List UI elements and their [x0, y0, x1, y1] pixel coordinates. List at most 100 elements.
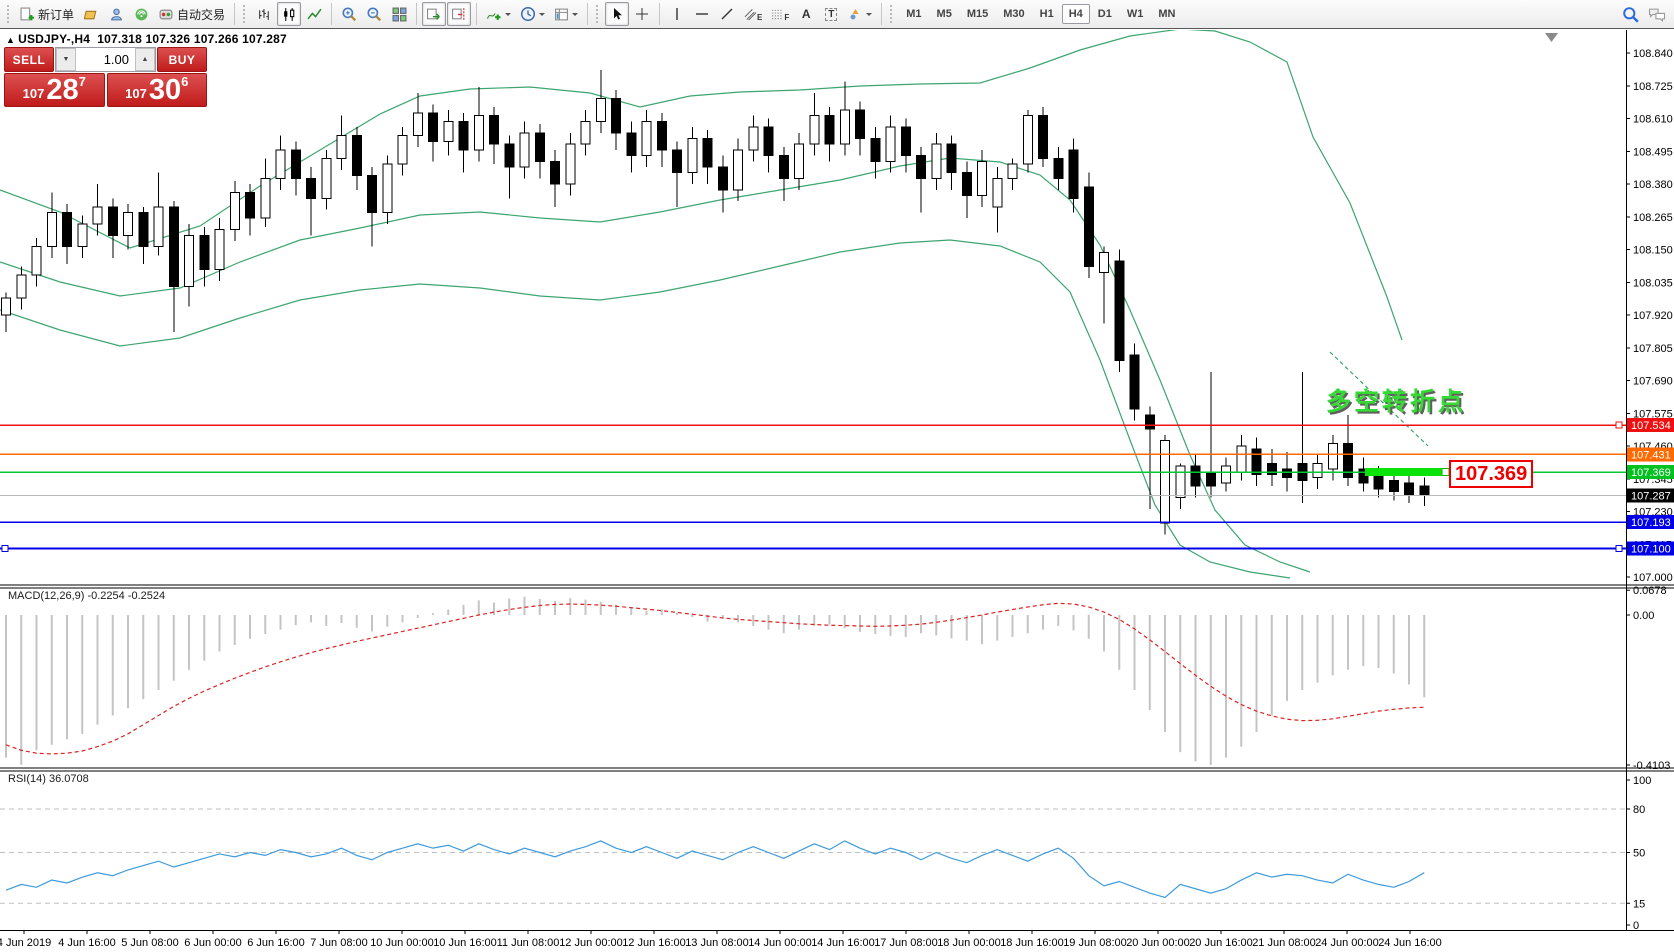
timeframe-H4[interactable]: H4 [1061, 4, 1090, 24]
candle-body [489, 115, 499, 145]
candle-body [336, 135, 347, 159]
vertical-line-button[interactable] [665, 2, 689, 26]
chart-shift-button[interactable] [447, 2, 472, 26]
candle-body [702, 137, 713, 168]
toolbar-grip[interactable] [243, 5, 248, 23]
timeframe-D1[interactable]: D1 [1097, 8, 1112, 20]
autotrading-button[interactable]: 自动交易 [154, 2, 229, 26]
time-axis-label: 14 Jun 00:00 [748, 937, 812, 949]
candle-body [748, 126, 759, 151]
toolbar-grip[interactable] [596, 5, 601, 23]
price-scale-label: 108.035 [1633, 277, 1673, 289]
chat-button[interactable] [1644, 2, 1670, 26]
toolbar-grip[interactable] [7, 5, 12, 23]
auto-scroll-button[interactable] [422, 2, 447, 26]
toolbar-separator [881, 3, 883, 25]
toolbar-separator [234, 3, 236, 25]
time-axis-label: 18 Jun 00:00 [937, 937, 1001, 949]
bar-chart-button[interactable] [252, 2, 276, 26]
price-scale-label: 107.000 [1633, 572, 1673, 584]
candle-body [687, 137, 698, 174]
line-chart-button[interactable] [302, 2, 326, 26]
timeframe-H1[interactable]: H1 [1039, 8, 1054, 20]
candle-body [656, 120, 667, 151]
candle-body [382, 163, 393, 214]
indicators-button[interactable] [482, 2, 515, 26]
sell-price-pip: 7 [78, 74, 86, 89]
time-axis-label: 4 Jun 2019 [0, 937, 51, 949]
profiles-button[interactable] [104, 2, 128, 26]
volume-up-button[interactable]: ▲ [135, 48, 155, 71]
candle-body [794, 143, 804, 179]
text-label-button[interactable]: T [819, 2, 843, 26]
collapse-icon[interactable]: ▲ [6, 35, 16, 45]
zoom-in-button[interactable] [337, 2, 361, 26]
timeframe-M5[interactable]: M5 [936, 8, 952, 20]
time-axis-label: 11 Jun 08:00 [497, 937, 560, 949]
sell-button[interactable]: SELL [4, 47, 54, 72]
timeframe-W1[interactable]: W1 [1126, 8, 1144, 20]
price-scale-label: 107.690 [1633, 376, 1673, 388]
horizontal-line-button[interactable] [690, 2, 714, 26]
timeframe-M15[interactable]: M15 [966, 8, 989, 20]
timeframe-M30[interactable]: M30 [1003, 8, 1025, 20]
volume-input[interactable]: 1.00 [103, 52, 129, 67]
fib-channel-button[interactable]: E [740, 2, 766, 26]
periods-button[interactable] [516, 2, 549, 26]
vertical-line-icon [670, 7, 684, 21]
candle-body [839, 109, 850, 145]
fibonacci-button[interactable]: F [767, 2, 793, 26]
price-tag [1627, 541, 1674, 556]
price-tag [1627, 465, 1674, 480]
candle-body [1175, 465, 1186, 498]
rsi-scale-label: 80 [1633, 804, 1645, 816]
shapes-button[interactable] [844, 2, 876, 26]
candle-chart-button[interactable] [277, 2, 302, 26]
candle-body [275, 149, 286, 179]
chat-icon [1648, 7, 1666, 22]
rsi-scale-label: 100 [1633, 775, 1651, 787]
candle-body [1114, 260, 1125, 362]
timeframe-MN[interactable]: MN [1158, 8, 1176, 20]
sell-price-button[interactable]: 107 28 7 [4, 73, 105, 107]
volume-down-button[interactable]: ▼ [56, 48, 76, 71]
buy-price-button[interactable]: 107 30 6 [106, 73, 207, 107]
toolbar: 新订单 自动交易 E F A T [0, 0, 1674, 29]
line-chart-icon [307, 7, 322, 22]
cursor-button[interactable] [605, 2, 630, 26]
candle-body [626, 132, 637, 157]
candle-body [1221, 465, 1231, 484]
candle-body [1053, 157, 1064, 179]
price-callout-label: 107.369 [1449, 460, 1534, 488]
candle-body [580, 120, 591, 145]
candle-body [763, 126, 774, 157]
candle-body [92, 206, 103, 225]
buy-button[interactable]: BUY [157, 47, 207, 72]
time-axis-label: 18 Jun 16:00 [1000, 937, 1064, 949]
candle-body [306, 177, 316, 199]
price-scale-label: 108.265 [1633, 212, 1673, 224]
price-tag [1627, 418, 1674, 433]
dropdown-caret [539, 13, 546, 19]
templates-button[interactable] [550, 2, 582, 26]
dropdown-caret [505, 13, 512, 19]
toolbar-grip[interactable] [890, 5, 895, 23]
signals-button[interactable] [129, 2, 153, 26]
new-order-button[interactable]: 新订单 [16, 2, 78, 26]
zoom-out-button[interactable] [362, 2, 386, 26]
candle-body [992, 177, 1003, 208]
fibonacci-icon [771, 7, 784, 21]
candle-body [397, 135, 408, 165]
text-button[interactable]: A [794, 2, 818, 26]
timeframe-M1[interactable]: M1 [906, 8, 922, 20]
buy-price-prefix: 107 [125, 86, 147, 101]
trend-line-button[interactable] [715, 2, 739, 26]
tile-windows-button[interactable] [387, 2, 411, 26]
crosshair-button[interactable] [630, 2, 654, 26]
candle-body [778, 155, 789, 179]
search-button[interactable] [1618, 2, 1643, 26]
rsi-line [5, 840, 1425, 899]
time-axis-label: 7 Jun 08:00 [310, 937, 368, 949]
new-chart-button[interactable] [79, 2, 103, 26]
